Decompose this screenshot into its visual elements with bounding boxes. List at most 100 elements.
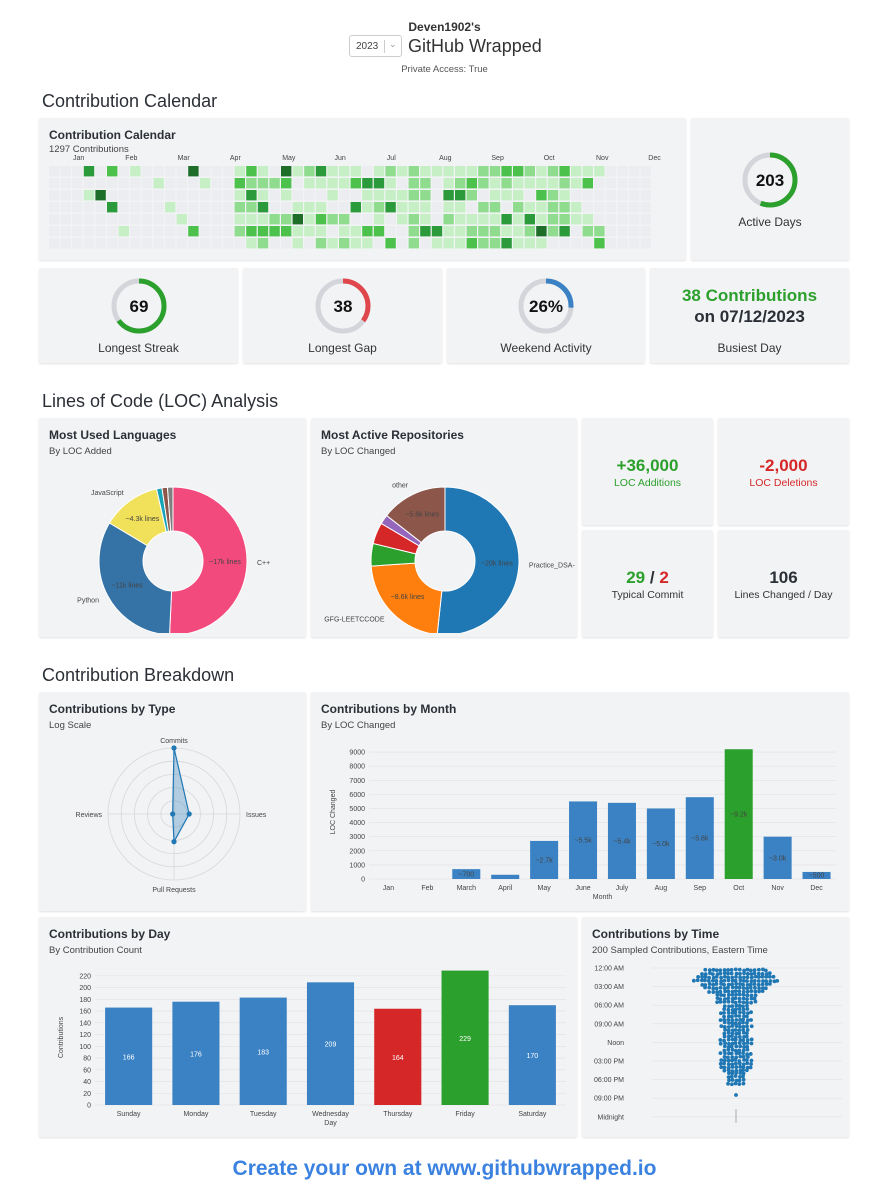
calendar-day-cell — [536, 190, 547, 201]
bar-value-label: 164 — [392, 1055, 404, 1062]
swarm-point — [733, 1000, 738, 1005]
calendar-day-cell — [118, 178, 129, 189]
calendar-day-cell — [315, 226, 327, 237]
active-days-card: 203 Active Days — [691, 118, 849, 260]
loc-additions-card: +36,000 LOC Additions — [582, 418, 713, 525]
calendar-day-cell — [513, 178, 524, 189]
calendar-day-cell — [629, 226, 640, 237]
private-access: Private Access: True — [401, 64, 488, 75]
swarm-point — [726, 968, 731, 972]
calendar-day-cell — [281, 238, 292, 249]
swarm-point — [714, 986, 719, 991]
swarm-point — [730, 1028, 735, 1033]
swarm-point — [719, 1058, 724, 1063]
calendar-day-cell — [141, 166, 153, 177]
calendar-day-cell — [153, 226, 164, 237]
swarm-point — [722, 1007, 727, 1012]
calendar-day-cell — [257, 226, 269, 237]
y-tick-label: 60 — [83, 1067, 91, 1074]
year-select[interactable]: 2023 ⌄ — [349, 35, 402, 57]
calendar-day-cell — [385, 178, 396, 189]
calendar-day-cell — [536, 166, 547, 177]
swarm-point — [767, 974, 772, 979]
calendar-day-cell — [524, 214, 535, 225]
longest-streak-ring — [111, 278, 167, 334]
calendar-day-cell — [640, 214, 651, 225]
swarm-point — [695, 978, 700, 983]
x-tick-label: May — [538, 885, 552, 892]
footer-cta[interactable]: Create your own at www.githubwrapped.io — [232, 1157, 657, 1180]
calendar-day-cell — [385, 238, 396, 249]
calendar-day-cell — [72, 202, 83, 213]
swarm-point — [737, 1031, 742, 1036]
calendar-day-cell — [327, 166, 338, 177]
calendar-day-cell — [617, 226, 628, 237]
swarm-point — [737, 1021, 742, 1026]
x-tick-label: Dec — [810, 885, 823, 892]
bar-value-label: 209 — [325, 1042, 337, 1049]
lines-per-day-card: 106 Lines Changed / Day — [718, 530, 849, 637]
swarm-point — [749, 996, 754, 1001]
calendar-day-cell — [513, 238, 524, 249]
swarm-point — [718, 968, 723, 973]
calendar-day-cell — [420, 178, 431, 189]
swarm-point — [722, 974, 727, 979]
calendar-day-cell — [257, 214, 269, 225]
swarm-point — [719, 1065, 724, 1070]
weekend-activity-ring — [518, 278, 574, 334]
swarm-point — [741, 992, 746, 997]
year-value: 2023 — [356, 41, 379, 52]
calendar-day-cell — [130, 226, 141, 237]
swarm-point — [734, 985, 739, 990]
calendar-day-cell — [234, 226, 245, 237]
swarm-point — [722, 999, 727, 1004]
swarm-point — [749, 989, 754, 993]
calendar-day-cell — [385, 226, 396, 237]
select-divider — [384, 40, 385, 53]
swarm-point — [741, 1062, 746, 1067]
swarm-point — [748, 985, 753, 990]
calendar-day-cell — [83, 238, 95, 249]
donut-slice — [169, 486, 248, 633]
progress-arc — [111, 278, 167, 334]
swarm-point — [741, 1051, 745, 1056]
calendar-day-cell — [49, 190, 60, 201]
swarm-point — [749, 1010, 753, 1015]
month-bar — [530, 840, 559, 879]
swarm-point — [726, 1010, 731, 1015]
swarm-point — [760, 982, 765, 987]
calendar-day-cell — [199, 190, 211, 201]
swarm-point — [726, 992, 731, 997]
calendar-day-cell — [513, 190, 524, 201]
swarm-point — [726, 975, 731, 980]
swarm-point — [741, 1074, 745, 1079]
calendar-day-cell — [617, 166, 628, 177]
calendar-day-cell — [466, 178, 477, 189]
calendar-day-cell — [397, 238, 408, 249]
swarm-point — [734, 1071, 739, 1075]
calendar-month-label: Mar — [177, 155, 190, 162]
calendar-day-cell — [107, 190, 118, 201]
typical-commit-value: 29 / 2 — [582, 568, 713, 588]
swarm-point — [737, 1082, 742, 1087]
swarm-point — [746, 1054, 750, 1059]
calendar-day-cell — [60, 226, 71, 237]
calendar-day-cell — [95, 238, 106, 249]
swarm-point — [749, 975, 754, 980]
calendar-day-cell — [629, 178, 640, 189]
swarm-point — [737, 992, 742, 997]
by-day-bar-chart: 0 20 40 60 80 100 120 140 160 180 200 220 166 Sunday 1… — [58, 970, 566, 1127]
radar-point — [186, 811, 192, 817]
calendar-day-cell — [489, 178, 501, 189]
swarm-point — [718, 1051, 723, 1056]
swarm-point — [726, 999, 731, 1004]
swarm-point — [733, 1057, 738, 1062]
y-tick-label: 8000 — [349, 764, 365, 771]
swarm-point — [710, 972, 715, 977]
calendar-day-cell — [107, 166, 118, 177]
swarm-point — [745, 1041, 750, 1045]
typical-commit-del: 2 — [659, 568, 669, 587]
y-tick-label: 5000 — [349, 806, 365, 813]
calendar-month-label: May — [282, 155, 296, 162]
calendar-day-cell — [524, 202, 535, 213]
